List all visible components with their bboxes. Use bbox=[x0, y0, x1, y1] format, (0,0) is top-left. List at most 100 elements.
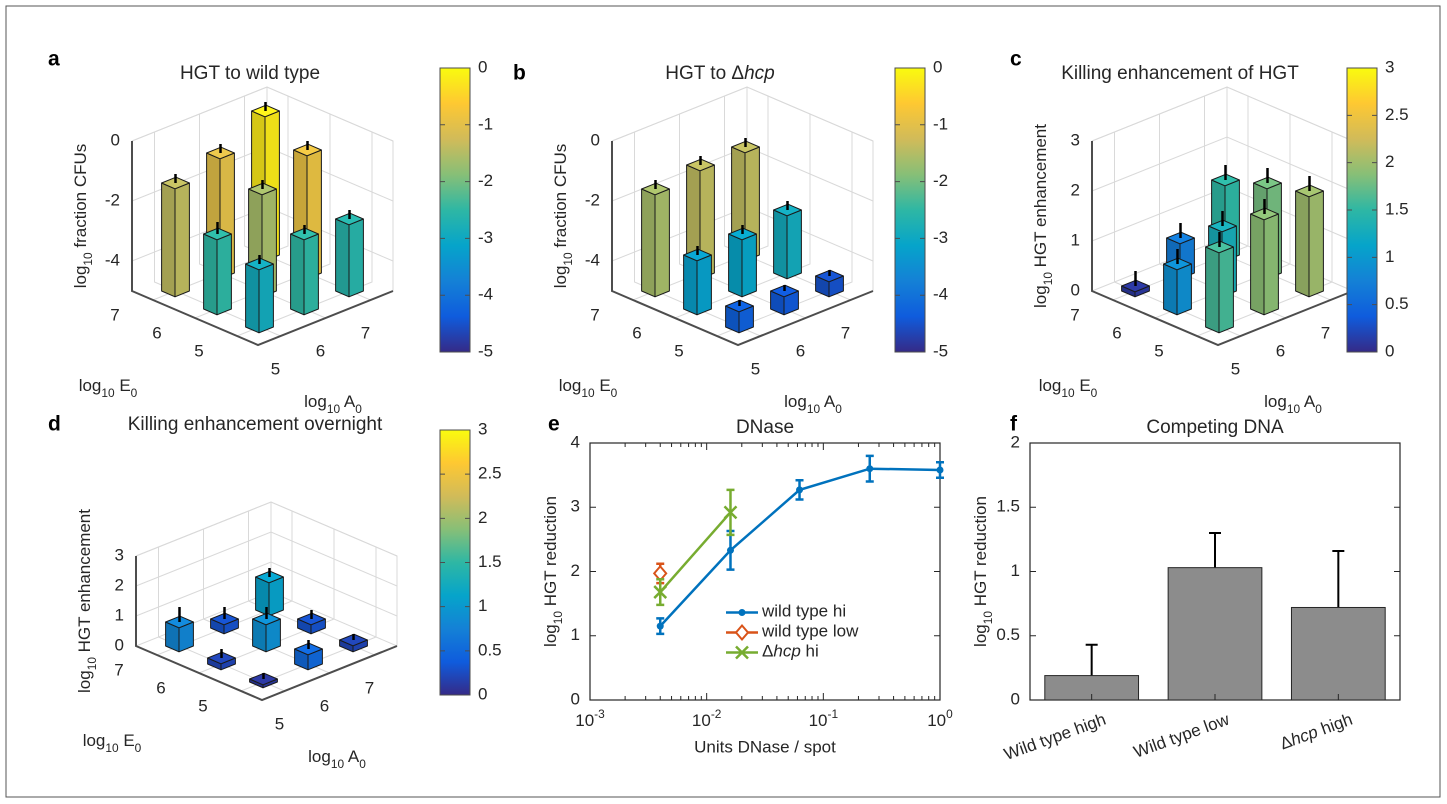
marker bbox=[723, 505, 738, 520]
bar-3d bbox=[294, 642, 323, 671]
z-tick-label: -4 bbox=[585, 250, 600, 269]
panel-letter: e bbox=[548, 413, 560, 436]
chart-title-part: HGT to wild type bbox=[180, 63, 320, 84]
x-tick-label: 10-1 bbox=[809, 707, 839, 730]
z-axis-label: log10 fraction CFUs bbox=[551, 144, 575, 289]
wall-frame bbox=[611, 86, 874, 291]
x-axis-label-part: 0 bbox=[355, 402, 362, 416]
bar-3d bbox=[245, 257, 274, 334]
z-axis-label: log10 fraction CFUs bbox=[71, 144, 95, 289]
bar-face bbox=[335, 218, 350, 298]
bar-3d bbox=[255, 570, 284, 617]
legend-label: Δhcp hi bbox=[762, 642, 819, 661]
grid-line bbox=[240, 547, 377, 692]
bar-face bbox=[245, 263, 260, 334]
y-tick-label: 0 bbox=[1011, 689, 1020, 708]
wall-frame bbox=[131, 86, 394, 291]
legend-label: wild type hi bbox=[761, 602, 846, 621]
bar-3d bbox=[770, 284, 799, 316]
x-tick-label: 6 bbox=[796, 341, 805, 360]
grid-line bbox=[1114, 132, 1241, 337]
y-tick-label: 7 bbox=[590, 305, 599, 324]
bar-face bbox=[174, 182, 190, 298]
y-tick-label: 5 bbox=[194, 341, 203, 360]
chart-title: Killing enhancement of HGT bbox=[1061, 63, 1299, 84]
bar-face bbox=[1263, 213, 1279, 316]
grid-line bbox=[634, 132, 761, 337]
x-tick-label: 6 bbox=[320, 696, 329, 715]
colorbar-tick-label: 0.5 bbox=[1385, 294, 1409, 313]
x-axis-label-part: log bbox=[304, 392, 327, 411]
bar-face bbox=[1176, 263, 1192, 316]
y-axis-label-part: 10 bbox=[981, 611, 995, 625]
bar-3d bbox=[290, 227, 319, 316]
legend-label-part: hi bbox=[801, 642, 819, 661]
x-tick-exponent: -2 bbox=[711, 707, 722, 721]
bar-face bbox=[641, 188, 656, 298]
grid-line bbox=[236, 132, 373, 337]
x-axis-label-part: 0 bbox=[359, 757, 366, 771]
y-tick-label: 6 bbox=[156, 678, 165, 697]
grid-line bbox=[244, 96, 371, 301]
z-axis-label-part: log bbox=[75, 670, 94, 693]
y-axis-label-part: 10 bbox=[101, 386, 115, 400]
grid-line bbox=[154, 132, 281, 337]
colorbar-tick-label: 1 bbox=[478, 596, 487, 615]
chart-title: HGT to wild type bbox=[180, 63, 320, 84]
legend-label-part: Δ bbox=[762, 642, 773, 661]
bar-3d bbox=[773, 203, 802, 280]
y-tick-label: 7 bbox=[110, 305, 119, 324]
x-tick-label: 6 bbox=[316, 341, 325, 360]
x-tick-label: 5 bbox=[1231, 359, 1240, 378]
colorbar-tick-label: -2 bbox=[478, 171, 493, 190]
axis-line bbox=[131, 141, 394, 347]
grid-line bbox=[1196, 132, 1333, 337]
colorbar-tick-label: 0.5 bbox=[478, 640, 502, 659]
x-axis-label-part: A bbox=[1300, 392, 1316, 411]
grid-line bbox=[199, 114, 326, 319]
panel-letter: d bbox=[48, 413, 61, 436]
z-axis-label: log10 HGT enhancement bbox=[1031, 124, 1055, 308]
y-tick-label: 5 bbox=[674, 341, 683, 360]
z-axis-label-part: HGT enhancement bbox=[75, 509, 94, 657]
bar-face bbox=[268, 576, 284, 617]
y-tick-label: 0 bbox=[571, 689, 580, 708]
z-axis-label-part: fraction CFUs bbox=[551, 144, 570, 253]
marker bbox=[866, 465, 874, 473]
grid-line bbox=[158, 547, 285, 692]
x-axis-label-part: A bbox=[340, 392, 356, 411]
bar-face bbox=[1250, 213, 1265, 316]
y-tick-label: 1 bbox=[1011, 561, 1020, 580]
bar-face bbox=[1218, 246, 1234, 334]
chart-title-part: HGT to Δ bbox=[665, 63, 744, 84]
y-axis-label-part: E bbox=[115, 376, 131, 395]
y-axis-label-part: 10 bbox=[105, 741, 119, 755]
x-tick-base: 10 bbox=[692, 711, 711, 730]
bar-face bbox=[786, 209, 802, 280]
colorbar-tick-label: 1 bbox=[1385, 247, 1394, 266]
bar-face bbox=[654, 188, 670, 298]
marker bbox=[656, 622, 664, 630]
x-axis-label: Units DNase / spot bbox=[694, 737, 836, 756]
z-axis-label-part: log bbox=[71, 266, 90, 289]
y-tick-label: 0.5 bbox=[996, 625, 1020, 644]
colorbar-tick-label: -3 bbox=[933, 228, 948, 247]
x-tick-exponent: 0 bbox=[946, 707, 953, 721]
x-tick-label: 6 bbox=[1276, 341, 1285, 360]
grid-line bbox=[716, 132, 853, 337]
series-line bbox=[659, 511, 732, 593]
bar-face bbox=[741, 233, 757, 298]
x-tick-label: 7 bbox=[841, 323, 850, 342]
y-tick-label: 5 bbox=[198, 696, 207, 715]
grid-line bbox=[194, 114, 331, 319]
y-axis-label-part: 10 bbox=[581, 386, 595, 400]
bar-face bbox=[773, 209, 788, 280]
grid-line bbox=[203, 529, 330, 674]
bar-3d bbox=[1295, 184, 1324, 298]
x-axis-label-part: 10 bbox=[807, 402, 821, 416]
grid-line bbox=[248, 511, 375, 656]
colorbar-tick-label: 0 bbox=[1385, 341, 1394, 360]
chart-title-part: DNase bbox=[736, 417, 794, 438]
grid-line bbox=[156, 511, 293, 656]
colorbar-tick-label: -4 bbox=[478, 285, 493, 304]
